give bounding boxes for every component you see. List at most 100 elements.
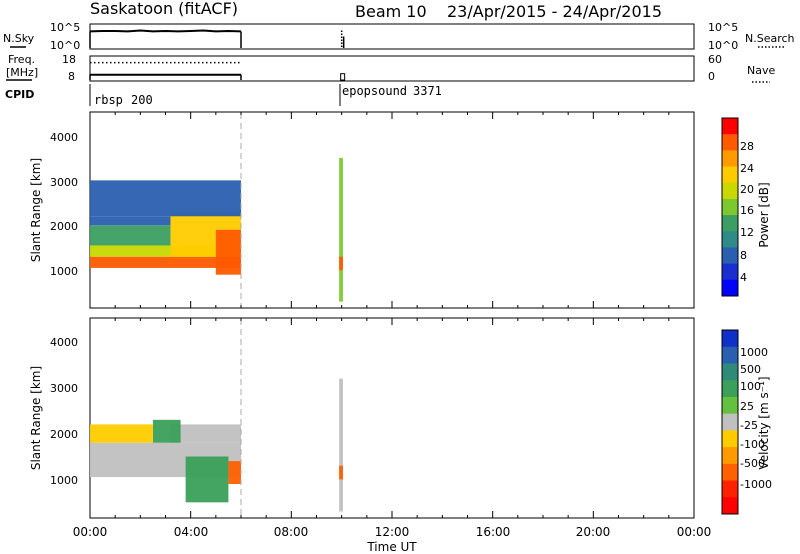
velocity-ylabel: Slant Range [km]	[29, 366, 43, 470]
xtick-12: 12:00	[375, 525, 410, 539]
velocity-cb-tick-m100: -100	[740, 438, 765, 451]
power-cb-swatch-7	[722, 231, 738, 248]
power-data-layer	[90, 113, 343, 307]
power-region-1	[90, 245, 241, 257]
x-axis-label: Time UT	[366, 540, 417, 554]
power-cb-tick-16: 16	[740, 204, 754, 217]
power-ytick-1000: 1000	[50, 265, 78, 278]
beam-label: Beam 10	[355, 2, 427, 21]
velocity-cb-swatch-6	[722, 430, 738, 448]
cpid-strip: CPID rbsp 200 epopsound 3371	[5, 84, 442, 107]
velocity-cb-swatch-10	[722, 497, 738, 515]
power-panel: Slant Range [km] 1000 2000 3000 4000	[29, 111, 695, 309]
power-cb-swatch-2	[722, 150, 738, 168]
velocity-region-6	[339, 378, 343, 512]
velocity-region-3	[185, 456, 229, 503]
date-range: 23/Apr/2015 - 24/Apr/2015	[447, 2, 662, 21]
freq-panel: Freq. [MHz] 18 8 60 0 Nave	[6, 53, 775, 83]
power-region-3	[90, 216, 171, 226]
velocity-cb-tick-100: 100	[740, 380, 761, 393]
power-colorbar: 28 24 20 16 12 8 4 Power [dB]	[721, 117, 771, 297]
cpid-rbsp-name: rbsp	[94, 93, 123, 107]
power-region-8	[339, 256, 343, 271]
power-cb-tick-28: 28	[740, 140, 754, 153]
power-ytick-4000: 4000	[50, 131, 78, 144]
power-cb-swatch-4	[722, 182, 738, 200]
power-cb-label: Power [dB]	[757, 182, 771, 247]
cpid-label: CPID	[5, 88, 34, 101]
x-axis: 00:00 04:00 08:00 12:00 16:00 20:00 00:0…	[73, 525, 712, 554]
velocity-ytick-3000: 3000	[50, 382, 78, 395]
noise-right-label: N.Search	[745, 32, 795, 45]
freq-panel-frame	[89, 55, 695, 82]
noise-left-label: N.Sky	[3, 32, 35, 45]
velocity-cb-tick-m1000: -1000	[740, 478, 772, 491]
velocity-cb-swatch-4	[722, 396, 738, 415]
power-cb-tick-4: 4	[740, 271, 747, 284]
velocity-cb-tick-m25: -25	[740, 419, 758, 432]
velocity-cb-swatch-1	[722, 346, 738, 364]
noise-right-tick-bottom: 10^0	[708, 39, 738, 52]
xtick-04: 04:00	[174, 525, 209, 539]
freq-right-label: Nave	[747, 64, 775, 77]
velocity-cb-swatch-2	[722, 363, 738, 381]
power-cb-swatch-3	[722, 166, 738, 184]
velocity-panel: Slant Range [km] 1000 2000 3000 4000	[29, 317, 695, 519]
velocity-panel-frame	[89, 317, 695, 519]
power-cb-tick-8: 8	[740, 249, 747, 262]
power-region-6	[90, 180, 241, 217]
velocity-data-layer	[90, 319, 343, 517]
velocity-ytick-1000: 1000	[50, 474, 78, 487]
velocity-region-7	[339, 465, 343, 480]
power-region-7	[339, 157, 343, 302]
freq-left-tick-bottom: 8	[68, 70, 75, 83]
power-cb-swatch-6	[722, 215, 738, 232]
cpid-epop-name: epopsound	[342, 84, 407, 98]
freq-right-tick-top: 60	[708, 53, 722, 66]
power-region-5	[215, 229, 241, 275]
velocity-cb-swatch-8	[722, 463, 738, 482]
velocity-cb-swatch-5	[722, 413, 738, 431]
velocity-colorbar: 1000 500 100 25 -25 -100 -500 -1000 Velo…	[721, 329, 772, 515]
power-cb-swatch-5	[722, 198, 738, 216]
velocity-region-5	[90, 424, 153, 443]
velocity-colorbar-frame	[721, 329, 739, 515]
freq-label-line2: [MHz]	[6, 66, 38, 79]
power-colorbar-frame	[721, 117, 739, 297]
xtick-08: 08:00	[274, 525, 309, 539]
power-region-2	[90, 225, 171, 246]
power-ytick-3000: 3000	[50, 176, 78, 189]
velocity-cb-tick-25: 25	[740, 400, 754, 413]
power-cb-tick-24: 24	[740, 162, 754, 175]
freq-label-line1: Freq.	[8, 53, 35, 66]
velocity-cb-tick-m500: -500	[740, 457, 765, 470]
velocity-region-1	[170, 424, 241, 443]
power-cb-tick-12: 12	[740, 226, 754, 239]
power-ytick-2000: 2000	[50, 220, 78, 233]
power-region-0	[90, 256, 241, 268]
freq-right-tick-bottom: 0	[708, 70, 715, 83]
noise-panel: N.Sky 10^5 10^0 10^5 10^0 N.Search	[3, 21, 795, 52]
power-cb-swatch-0	[722, 118, 738, 135]
power-cb-swatch-1	[722, 134, 738, 151]
power-cb-swatch-8	[722, 247, 738, 265]
velocity-region-2	[152, 419, 181, 443]
noise-panel-frame	[89, 23, 695, 50]
xtick-16: 16:00	[476, 525, 511, 539]
xtick-00: 00:00	[73, 525, 108, 539]
velocity-ytick-4000: 4000	[50, 336, 78, 349]
cpid-epop-id: 3371	[413, 84, 442, 98]
cpid-rbsp-id: 200	[131, 93, 153, 107]
noise-left-tick-top: 10^5	[50, 21, 80, 34]
velocity-cb-tick-1000: 1000	[740, 346, 768, 359]
velocity-cb-swatch-7	[722, 447, 738, 465]
station-title: Saskatoon (fitACF)	[90, 0, 238, 18]
xtick-24: 00:00	[677, 525, 712, 539]
power-cb-swatch-9	[722, 263, 738, 281]
velocity-cb-swatch-0	[722, 330, 738, 348]
power-cb-swatch-10	[722, 279, 738, 297]
velocity-ytick-2000: 2000	[50, 428, 78, 441]
power-ylabel: Slant Range [km]	[29, 158, 43, 262]
noise-right-tick-top: 10^5	[708, 21, 738, 34]
